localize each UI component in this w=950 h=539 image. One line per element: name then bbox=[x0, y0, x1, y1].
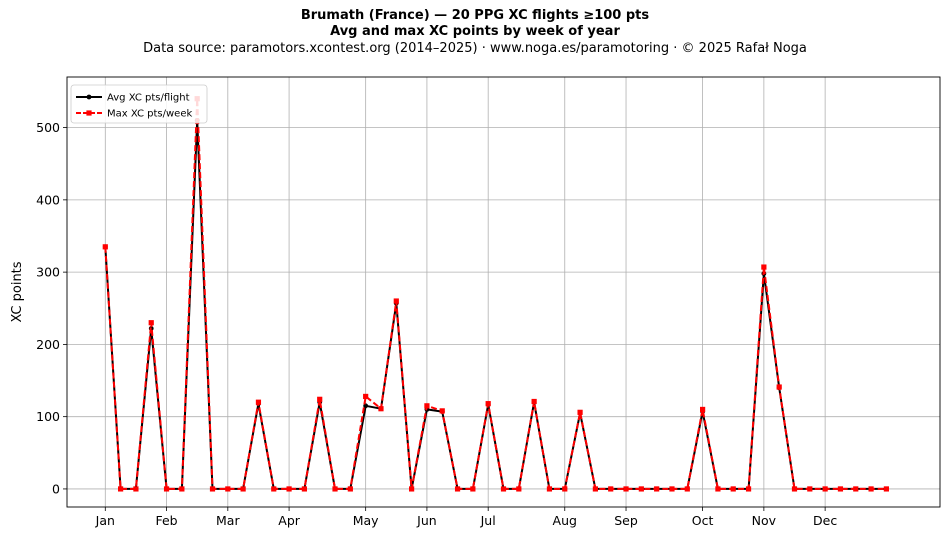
x-tick-label: Dec bbox=[813, 513, 837, 528]
data-point-max bbox=[179, 486, 185, 492]
data-point-max bbox=[608, 486, 614, 492]
data-point-avg bbox=[363, 403, 369, 409]
x-tick-label: Jun bbox=[416, 513, 437, 528]
data-point-max bbox=[470, 486, 476, 492]
data-point-max bbox=[409, 486, 415, 492]
x-tick-label: Apr bbox=[278, 513, 300, 528]
chart-title: Brumath (France) — 20 PPG XC flights ≥10… bbox=[300, 8, 650, 23]
data-point-max bbox=[347, 486, 353, 492]
chart-titles: Brumath (France) — 20 PPG XC flights ≥10… bbox=[0, 8, 950, 57]
y-tick-label: 200 bbox=[36, 337, 60, 352]
series-layer bbox=[102, 96, 889, 492]
data-point-max bbox=[225, 486, 231, 492]
y-tick-label: 100 bbox=[36, 409, 60, 424]
data-point-max bbox=[883, 486, 889, 492]
x-tick-label: Sep bbox=[614, 513, 638, 528]
data-point-max bbox=[332, 486, 338, 492]
data-point-max bbox=[454, 486, 461, 492]
legend-label: Avg XC pts/flight bbox=[107, 93, 190, 104]
data-point-max bbox=[393, 298, 399, 304]
chart-source: Data source: paramotors.xcontest.org (20… bbox=[143, 41, 807, 56]
data-point-max bbox=[837, 486, 844, 492]
data-point-max bbox=[163, 486, 170, 492]
legend: Avg XC pts/flight Max XC pts/week bbox=[70, 84, 208, 124]
data-point-max bbox=[700, 406, 706, 413]
x-tick-label: Feb bbox=[155, 513, 177, 528]
plot-frame bbox=[66, 76, 941, 508]
data-point-max bbox=[623, 486, 629, 492]
x-tick-label: Jul bbox=[480, 513, 496, 528]
x-tick-label: Oct bbox=[692, 513, 714, 528]
data-point-max bbox=[286, 486, 292, 492]
data-point-max bbox=[240, 486, 246, 492]
data-point-max bbox=[118, 486, 124, 492]
data-point-max bbox=[822, 486, 828, 492]
y-axis-label: XC points bbox=[10, 261, 25, 322]
x-tick-label: Nov bbox=[752, 513, 777, 528]
legend-marker bbox=[86, 110, 92, 116]
data-point-max bbox=[654, 486, 660, 492]
chart-subtitle: Avg and max XC points by week of year bbox=[330, 24, 620, 39]
legend-box bbox=[70, 84, 208, 124]
data-point-max bbox=[531, 398, 537, 405]
data-point-max bbox=[791, 486, 798, 492]
x-tick-label: May bbox=[353, 513, 379, 528]
x-tick-label: Mar bbox=[216, 513, 240, 528]
data-point-max bbox=[516, 486, 522, 492]
data-point-max bbox=[209, 486, 216, 492]
data-point-max bbox=[638, 486, 644, 492]
data-point-max bbox=[684, 486, 690, 492]
data-point-max bbox=[485, 401, 491, 407]
y-tick-label: 0 bbox=[52, 481, 60, 496]
data-point-max bbox=[301, 486, 307, 492]
series-line-max bbox=[104, 97, 887, 490]
y-axis: 0 100 200 300 400 500 bbox=[36, 120, 67, 496]
data-point-max bbox=[562, 486, 568, 492]
data-point-max bbox=[317, 396, 323, 402]
x-tick-label: Aug bbox=[553, 513, 577, 528]
data-point-max bbox=[363, 393, 369, 400]
y-tick-label: 500 bbox=[36, 120, 60, 135]
x-tick-label: Jan bbox=[95, 513, 115, 528]
legend-label: Max XC pts/week bbox=[107, 109, 192, 120]
data-point-max bbox=[439, 408, 445, 414]
data-point-max bbox=[592, 486, 598, 492]
y-tick-label: 300 bbox=[36, 265, 60, 280]
data-point-max bbox=[853, 486, 859, 492]
data-point-max bbox=[807, 486, 813, 492]
data-point-max bbox=[378, 406, 384, 412]
data-point-max bbox=[148, 320, 154, 326]
y-tick-label: 400 bbox=[36, 192, 60, 207]
data-point-max bbox=[577, 409, 583, 415]
data-point-max bbox=[424, 403, 430, 409]
data-point-max bbox=[776, 384, 782, 390]
data-point-max bbox=[715, 486, 721, 492]
x-axis: Jan Feb Mar Apr May Jun Jul Aug Sep Oct Nov Dec bbox=[95, 507, 837, 528]
data-point-max bbox=[669, 486, 675, 492]
data-point-max bbox=[546, 486, 553, 492]
data-point-max bbox=[271, 486, 277, 492]
data-point-max bbox=[133, 486, 139, 492]
data-point-max bbox=[102, 244, 108, 250]
data-point-max bbox=[500, 486, 507, 492]
legend-marker bbox=[86, 94, 92, 100]
data-point-max bbox=[761, 264, 767, 270]
data-point-max bbox=[730, 486, 736, 492]
data-point-max bbox=[255, 399, 262, 405]
data-point-max bbox=[868, 486, 874, 492]
data-point-max bbox=[745, 486, 752, 492]
